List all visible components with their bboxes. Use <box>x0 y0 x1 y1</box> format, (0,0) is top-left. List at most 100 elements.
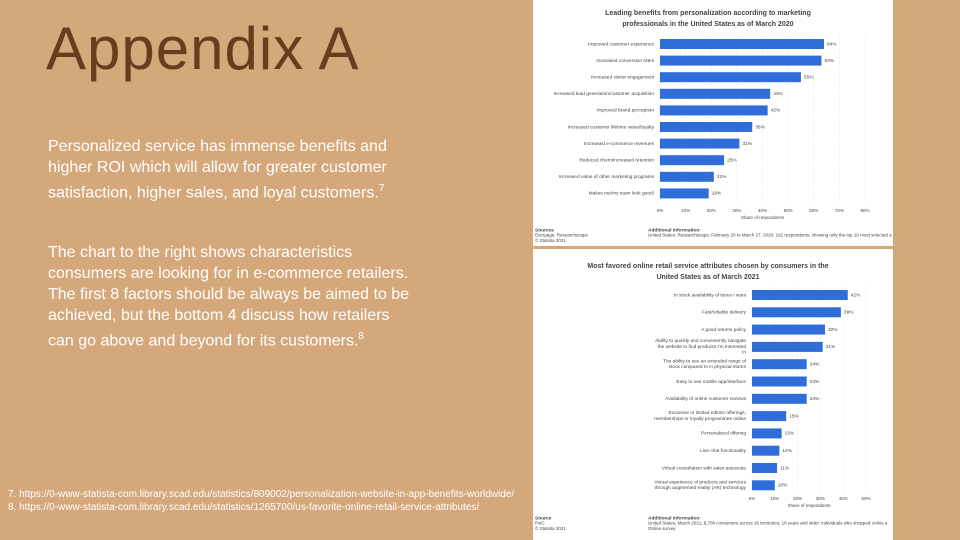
x-tick-label: 40% <box>758 208 767 213</box>
value-label: 10% <box>778 483 788 489</box>
x-tick-label: 0% <box>657 208 664 213</box>
sources-heading: Source <box>535 515 552 521</box>
value-label: 19% <box>712 191 722 197</box>
bar <box>752 480 775 491</box>
category-label: Virtual experience of products and servi… <box>654 480 746 492</box>
bar <box>752 411 787 422</box>
value-label: 25% <box>727 157 737 163</box>
bar <box>660 105 768 116</box>
category-label: Makes me/my team look good! <box>589 191 654 197</box>
paragraph-text: Personalized service has immense benefit… <box>48 138 387 202</box>
category-label: Improved brand perception <box>597 108 655 114</box>
value-label: 24% <box>810 361 820 367</box>
bar <box>660 138 740 149</box>
footnote-ref: 7 <box>378 183 385 194</box>
bar <box>660 72 801 83</box>
x-tick-label: 50% <box>784 208 793 213</box>
category-label: Improved customer experience <box>588 41 654 47</box>
x-tick-label: 20% <box>707 208 716 213</box>
x-tick-label: 30% <box>816 496 825 501</box>
category-label: Ability to quickly and conveniently navi… <box>655 338 746 356</box>
info: United States; Researchscape; February 2… <box>648 233 892 238</box>
x-tick-label: 50% <box>861 496 870 501</box>
x-tick-label: 10% <box>770 496 779 501</box>
chart-title: Most favored online retail service attri… <box>587 263 828 281</box>
category-label: Increased conversion rates <box>596 58 654 64</box>
source: © Statista 2021 <box>535 525 566 531</box>
value-label: 39% <box>844 310 854 316</box>
footnote-ref: 8 <box>358 331 364 342</box>
x-axis-label: Share of respondents <box>741 215 785 220</box>
category-label: Personalized offering <box>701 431 746 437</box>
category-label: Increased value of other marketing progr… <box>559 174 655 180</box>
bar <box>752 307 841 318</box>
x-tick-label: 20% <box>793 496 802 501</box>
value-label: 24% <box>810 396 820 402</box>
bar <box>660 122 753 132</box>
x-tick-label: 40% <box>839 496 848 501</box>
value-label: 64% <box>827 41 837 47</box>
value-label: 42% <box>851 292 861 298</box>
value-label: 32% <box>828 327 838 333</box>
value-label: 31% <box>826 344 836 350</box>
x-tick-label: 80% <box>860 208 869 213</box>
value-label: 43% <box>773 91 783 97</box>
x-tick-label: 10% <box>681 208 690 213</box>
bar <box>660 171 714 182</box>
footnote: 8. https://0-www-statista-com.library.sc… <box>8 502 480 513</box>
x-tick-label: 60% <box>809 208 818 213</box>
bar <box>660 88 771 99</box>
info-heading: Additional Information: <box>648 227 701 233</box>
bar <box>752 324 825 335</box>
source: Evergage; Researchscape <box>535 233 589 238</box>
category-label: Virtual consultation with sales associat… <box>662 465 747 471</box>
value-label: 31% <box>742 141 752 147</box>
value-label: 42% <box>771 108 781 114</box>
category-label: Availability of online customer reviews <box>665 396 746 402</box>
paragraph: The chart to the right shows characteris… <box>48 242 418 351</box>
bar <box>752 428 782 439</box>
info: United States; March 2021; 8,708 consume… <box>648 521 888 526</box>
bar <box>752 463 778 473</box>
x-tick-label: 30% <box>732 208 741 213</box>
info-heading: Additional Information: <box>648 515 701 521</box>
bar <box>660 55 822 66</box>
info: Online survey <box>648 526 676 531</box>
source: PwC <box>535 521 545 526</box>
value-label: 63% <box>824 58 834 64</box>
category-label: Increased e-commerce revenues <box>584 141 655 147</box>
category-label: In stock availability of items I want <box>674 292 747 298</box>
value-label: 11% <box>780 465 790 471</box>
category-label: A good returns policy <box>701 327 746 333</box>
x-axis-label: Share of respondents <box>787 503 831 508</box>
value-label: 21% <box>717 174 727 180</box>
bar <box>660 39 824 49</box>
x-tick-label: 70% <box>835 208 844 213</box>
chart-title: Leading benefits from personalization ac… <box>605 10 811 28</box>
footnote: 7. https://0-www-statista-com.library.sc… <box>8 489 515 500</box>
source: © Statista 2021 <box>535 237 566 243</box>
category-label: Increased customer lifetime value/loyalt… <box>568 124 655 130</box>
value-label: 15% <box>789 413 799 419</box>
bar <box>752 290 848 300</box>
category-label: The ability to see an extended range of s… <box>663 359 747 371</box>
sources-heading: Sources <box>535 227 554 233</box>
x-tick-label: 0% <box>749 496 756 501</box>
paragraph: Personalized service has immense benefit… <box>48 136 418 203</box>
category-label: Fast/reliable delivery <box>702 310 747 316</box>
category-label: Live chat functionality <box>700 448 746 454</box>
bar <box>752 359 807 370</box>
category-label: Reduced churn/increased retention <box>579 157 654 163</box>
bar <box>752 341 823 352</box>
category-label: Increased lead generation/customer acqui… <box>553 91 654 97</box>
category-label: Increased visitor engagement <box>591 74 655 80</box>
value-label: 36% <box>755 124 765 130</box>
bar <box>660 188 709 199</box>
value-label: 13% <box>785 431 795 437</box>
value-label: 55% <box>804 74 814 80</box>
bar <box>752 393 807 404</box>
bar <box>752 445 780 456</box>
paragraph-text: The chart to the right shows characteris… <box>48 244 410 350</box>
